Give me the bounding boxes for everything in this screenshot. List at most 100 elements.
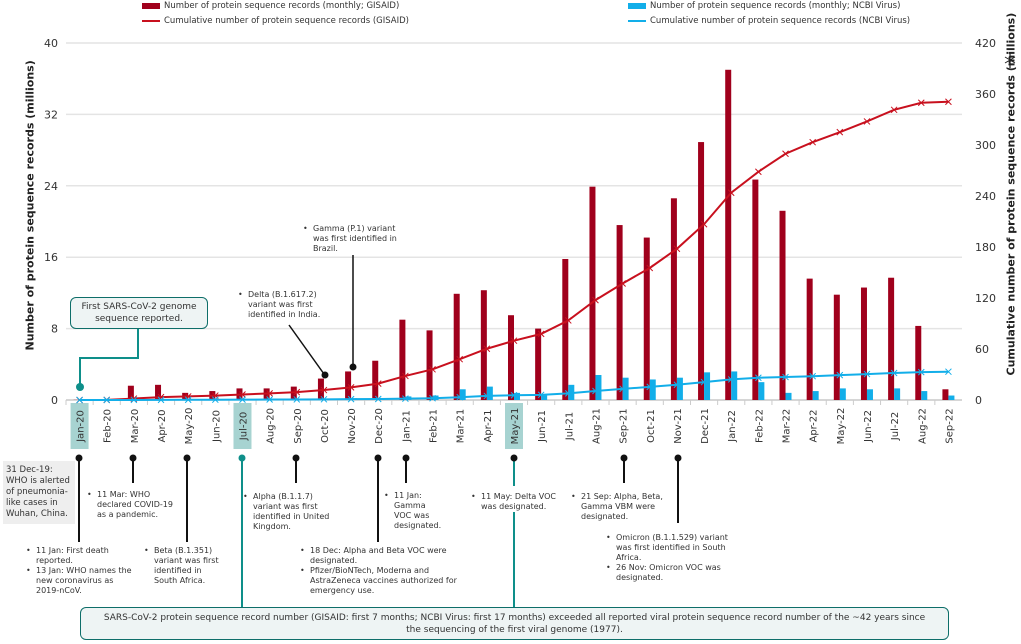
- x-tick-label: Jun-22: [863, 410, 874, 443]
- annotation-text: 13 Jan: WHO names the new coronavirus as…: [26, 566, 136, 596]
- point-ncbi-cumulative: [320, 395, 328, 403]
- bar-gisaid-monthly: [752, 179, 759, 400]
- bar-ncbi-monthly: [812, 391, 819, 400]
- y-tick-label: 40: [44, 37, 58, 50]
- annotation-gamma-brazil: Gamma (P.1) variant was first identified…: [303, 224, 403, 254]
- connector-dot: [76, 383, 84, 391]
- connector-first-genome: [79, 329, 139, 386]
- point-ncbi-cumulative: [836, 371, 844, 379]
- point-ncbi-cumulative: [863, 370, 871, 378]
- timeline-pin-dot: [183, 454, 191, 462]
- annotation-summary: SARS-CoV-2 protein sequence record numbe…: [80, 607, 949, 640]
- bar-gisaid-monthly: [508, 315, 514, 400]
- point-gisaid-cumulative: [456, 355, 464, 363]
- y2-tick-label: 120: [975, 292, 996, 305]
- annotation-dec19: 31 Dec-19: WHO is alerted of pneumonia-l…: [3, 461, 75, 524]
- point-gisaid-cumulative: [293, 388, 301, 396]
- annotation-mar20: 11 Mar: WHO declared COVID-19 as a pande…: [87, 490, 182, 520]
- x-tick-label: Dec-21: [700, 408, 711, 444]
- x-tick-label: Mar-22: [782, 409, 793, 444]
- bar-gisaid-monthly: [372, 360, 379, 400]
- bar-gisaid-monthly: [290, 386, 297, 400]
- point-ncbi-cumulative: [157, 396, 165, 404]
- point-gisaid-cumulative: [347, 383, 355, 391]
- annotation-text: Beta (B.1.351) variant was first identif…: [144, 546, 226, 586]
- point-gisaid-cumulative: [782, 150, 789, 158]
- x-tick-label: Apr-22: [809, 410, 820, 443]
- annotation-text: Gamma (P.1) variant was first identified…: [303, 224, 403, 254]
- bar-ncbi-monthly: [866, 389, 873, 400]
- point-gisaid-cumulative: [945, 98, 952, 106]
- bar-gisaid-monthly: [127, 385, 134, 400]
- y2-tick-label: 180: [975, 241, 996, 254]
- legend-label: Number of protein sequence records (mont…: [164, 1, 400, 11]
- legend-gisaid-cumulative: Cumulative number of protein sequence re…: [142, 16, 409, 26]
- bar-gisaid-monthly: [535, 328, 542, 400]
- x-tick-label: Jul-22: [890, 412, 901, 441]
- x-tick-label: Feb-20: [103, 409, 114, 443]
- x-tick-label: Mar-21: [456, 409, 467, 444]
- bar-gisaid-monthly: [670, 198, 677, 400]
- x-tick-label: Dec-20: [374, 408, 385, 444]
- point-ncbi-cumulative: [76, 396, 83, 404]
- bar-gisaid-monthly: [616, 225, 623, 400]
- legend-ncbi-monthly: Number of protein sequence records (mont…: [628, 1, 900, 11]
- x-label-highlight: [505, 403, 523, 449]
- x-label-highlight: [233, 403, 252, 449]
- bar-ncbi-monthly: [839, 388, 846, 400]
- point-gisaid-cumulative: [402, 372, 409, 380]
- timeline-pin-dot: [129, 454, 137, 462]
- point-ncbi-cumulative: [727, 376, 735, 383]
- bar-ncbi-monthly: [785, 392, 792, 400]
- point-ncbi-cumulative: [917, 368, 925, 376]
- point-gisaid-cumulative: [755, 168, 762, 176]
- bar-gisaid-monthly: [779, 210, 786, 400]
- y2-tick-label: 360: [975, 88, 996, 101]
- point-gisaid-cumulative: [809, 138, 817, 146]
- y2-tick-label: 240: [975, 190, 996, 203]
- point-ncbi-cumulative: [673, 381, 681, 389]
- point-ncbi-cumulative: [347, 395, 355, 403]
- point-gisaid-cumulative: [510, 337, 518, 345]
- point-ncbi-cumulative: [564, 390, 572, 397]
- legend-bar-swatch: [142, 3, 160, 9]
- bar-gisaid-monthly: [345, 371, 352, 400]
- y-tick-label: 0: [51, 394, 58, 407]
- point-ncbi-cumulative: [890, 369, 898, 377]
- connector-dot: [321, 371, 329, 379]
- legend-gisaid-monthly: Number of protein sequence records (mont…: [142, 1, 399, 11]
- annotation-delta-india: Delta (B.1.617.2) variant was first iden…: [238, 290, 333, 320]
- bar-gisaid-monthly: [725, 69, 732, 401]
- x-tick-label: Jan-21: [401, 410, 412, 443]
- point-ncbi-cumulative: [456, 393, 464, 401]
- y2-tick-label: 420: [975, 37, 996, 50]
- annotation-jan20: 11 Jan: First death reported.13 Jan: WHO…: [26, 546, 136, 596]
- x-tick-label: Sep-20: [293, 408, 304, 443]
- point-ncbi-cumulative: [184, 396, 192, 404]
- point-gisaid-cumulative: [537, 330, 545, 338]
- bar-gisaid-monthly: [562, 258, 569, 400]
- bar-gisaid-monthly: [888, 277, 895, 400]
- point-gisaid-cumulative: [239, 391, 246, 398]
- bar-ncbi-monthly: [595, 375, 602, 400]
- x-tick-label: Nov-21: [673, 408, 684, 444]
- point-gisaid-cumulative: [727, 189, 735, 197]
- bar-ncbi-monthly: [921, 391, 928, 400]
- point-ncbi-cumulative: [103, 396, 111, 404]
- point-gisaid-cumulative: [374, 380, 382, 387]
- x-tick-label: Apr-20: [157, 410, 168, 443]
- annotation-text: 26 Nov: Omicron VOC was designated.: [606, 563, 746, 583]
- annotation-jan21: 11 Jan: Gamma VOC was designated.: [384, 491, 442, 531]
- legend-label: Cumulative number of protein sequence re…: [164, 16, 409, 26]
- timeline-pin-dot: [620, 454, 628, 462]
- x-tick-label: Aug-20: [266, 408, 277, 444]
- point-ncbi-cumulative: [592, 387, 599, 395]
- bar-gisaid-monthly: [942, 389, 949, 400]
- point-gisaid-cumulative: [646, 264, 654, 272]
- bar-ncbi-monthly: [948, 395, 955, 400]
- bar-gisaid-monthly: [155, 384, 162, 400]
- timeline-pin-dot: [402, 454, 410, 462]
- x-tick-label: Jan-22: [727, 410, 738, 443]
- x-tick-label: Sep-22: [944, 408, 955, 443]
